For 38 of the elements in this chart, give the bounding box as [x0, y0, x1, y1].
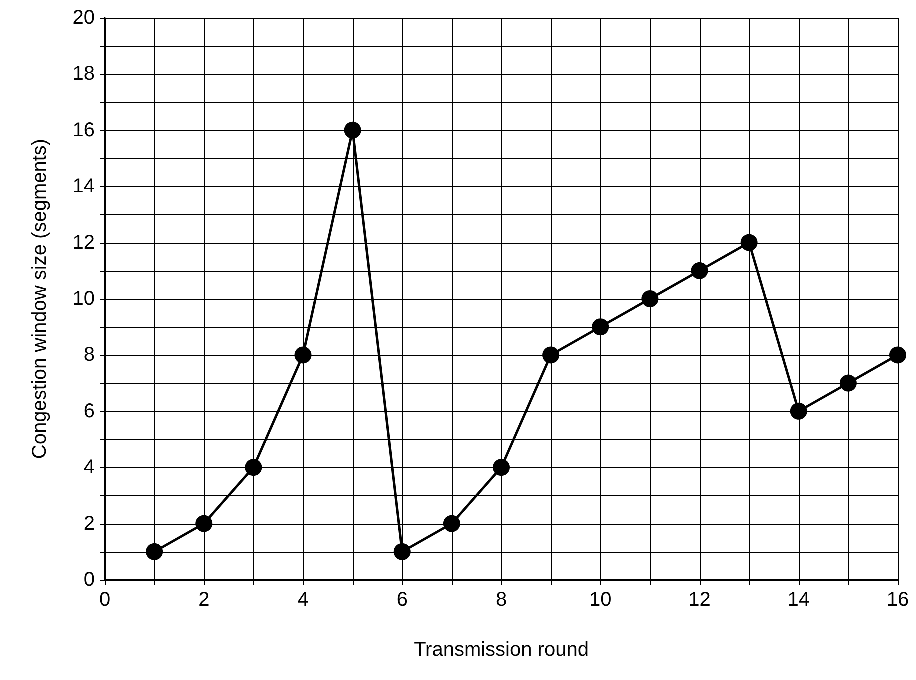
y-tick-label: 4 — [84, 456, 95, 479]
point — [443, 515, 460, 532]
point — [146, 543, 164, 560]
point — [344, 122, 362, 139]
point — [890, 346, 906, 364]
point — [592, 318, 610, 336]
x-axis-title: Transmission round — [414, 639, 589, 661]
x-tick-label: 8 — [496, 589, 508, 611]
x-tick-label: 12 — [688, 589, 711, 611]
y-tick-label: 2 — [84, 512, 95, 535]
y-tick-label: 14 — [72, 176, 95, 198]
x-tick-label: 0 — [99, 589, 111, 611]
point — [394, 543, 411, 560]
x-tick-label: 6 — [396, 589, 408, 611]
y-tick-label: 12 — [72, 232, 95, 254]
y-tick-label: 0 — [84, 569, 95, 591]
y-tick-label: 18 — [72, 63, 95, 86]
point — [493, 459, 510, 476]
y-tick-label: 10 — [72, 288, 95, 310]
point — [196, 515, 213, 532]
point — [691, 262, 708, 280]
x-tick-label: 10 — [590, 589, 612, 611]
point — [790, 402, 808, 420]
x-tick-label: 14 — [788, 589, 810, 611]
point — [245, 459, 262, 476]
y-axis-title: Congestion window size (segments) — [29, 138, 51, 460]
point — [542, 346, 560, 364]
y-tick-label: 20 — [72, 7, 95, 29]
y-tick-label: 16 — [72, 119, 95, 142]
x-tick-label: 16 — [886, 589, 910, 611]
point — [642, 290, 659, 308]
point — [740, 234, 758, 252]
point — [294, 346, 312, 364]
y-tick-label: 6 — [84, 400, 95, 422]
y-tick-label: 8 — [84, 344, 95, 366]
x-tick-label: 4 — [298, 589, 309, 611]
point — [840, 374, 857, 392]
x-tick-label: 2 — [198, 589, 210, 611]
